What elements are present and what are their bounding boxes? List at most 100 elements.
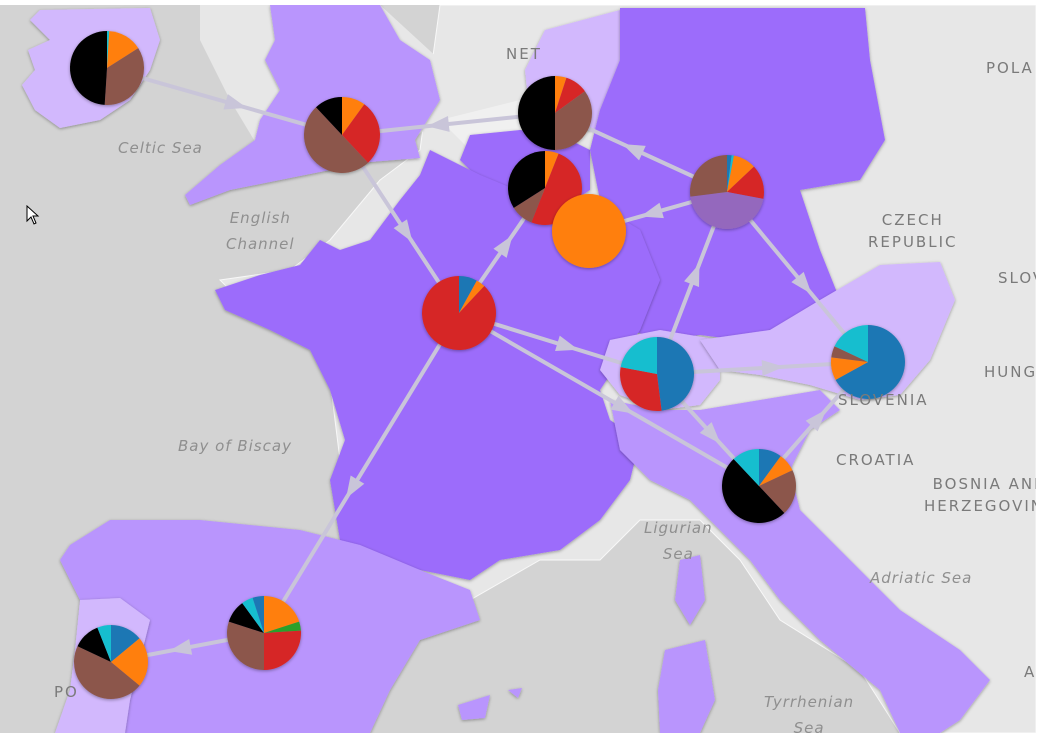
region-corsica [675,555,705,625]
pie-slice-orange [545,151,559,188]
flow-france-to-italy [458,311,760,488]
flow-arrowhead [684,263,700,288]
label-albania: A [1024,663,1036,681]
pie-slice-orange [759,456,793,486]
pie-slice-orange [459,280,485,313]
pie-slice-cyan [727,155,734,192]
pie-netherlands[interactable] [518,76,593,150]
pie-slice-cyan [834,325,868,362]
pie-slice-brown [227,621,264,670]
pie-italy[interactable] [722,449,796,523]
flow-line [458,311,760,488]
pie-slice-green [264,621,301,633]
label-bosnia: BOSNIA AND HERZEGOVINA [924,475,1036,515]
flow-arrowhead [761,360,785,377]
pie-slice-brown [759,470,796,513]
pie-france[interactable] [422,276,496,351]
pie-slice-red [422,276,496,351]
pie-slice-orange [831,357,868,380]
pie-slice-orange [107,31,139,68]
pie-slice-red [727,166,764,199]
pie-slice-blue [727,155,732,192]
flow-arrowhead [169,639,193,655]
pie-austria[interactable] [831,325,905,399]
pie-slice-blue [252,596,264,633]
pie-slice-brown [73,646,140,700]
flow-france-to-spain [262,311,461,635]
label-tyrrhenian-sea: Tyrrhenian Sea [764,693,855,733]
flow-arrowhead [610,395,634,414]
pie-portugal[interactable] [73,625,149,700]
label-slovakia: SLOV [998,269,1036,287]
flow-arrowhead [791,271,812,294]
pie-slice-brown [304,107,369,173]
pie-slice-black [70,31,107,105]
pie-slice-cyan [733,449,759,486]
label-slovenia: SLOVENIA [838,391,929,409]
label-netherlands: NET [506,45,542,63]
flow-ireland-to-uk [106,66,343,137]
flow-arrowhead [426,116,450,132]
flow-arrowhead [346,475,365,499]
pie-slice-cyan [242,597,264,633]
pie-slice-purple [690,192,764,229]
flow-line [106,66,343,137]
flow-arrowhead [493,235,513,258]
pie-slice-blue [657,337,695,411]
label-czech-republic: CZECH REPUBLIC [868,211,958,251]
pie-slice-black [722,459,785,523]
pie-slice-red [342,104,380,163]
mouse-cursor-icon [26,205,40,225]
pie-slice-orange [552,194,626,268]
pie-slice-blue [459,276,477,313]
pie-slice-orange [727,155,754,192]
pie-slice-red [264,630,302,670]
label-bay-of-biscay: Bay of Biscay [178,437,292,455]
pie-slice-brown [555,91,593,150]
pie-luxembourg[interactable] [552,194,626,268]
pie-slice-orange [111,638,149,686]
label-english-channel: English Channel [226,209,295,253]
region-uk [185,5,440,205]
pie-slice-black [315,97,342,135]
flow-line [262,311,461,635]
flow-arrowhead [393,219,413,243]
region-italy [610,390,990,733]
label-portugal: PO [54,683,79,701]
pie-slice-red [555,77,585,113]
label-croatia: CROATIA [836,451,916,469]
map-svg [22,5,1036,733]
label-adriatic-sea: Adriatic Sea [870,569,973,587]
flow-arrowhead [640,202,664,219]
pie-slice-black [228,603,264,633]
nodes-layer [70,31,905,700]
pie-slice-orange [264,596,300,633]
flow-arrowhead [699,422,721,444]
map-canvas[interactable]: Celtic Sea English Channel Bay of Biscay… [0,5,1036,733]
flow-arrowhead [805,409,827,432]
pie-slice-brown [690,154,727,197]
flow-arrowhead [555,335,579,351]
pie-slice-blue [111,625,140,662]
pie-slice-cyan [107,31,110,68]
pie-slice-black [77,627,111,662]
pie-slice-blue [759,449,781,486]
pie-spain[interactable] [227,596,302,670]
pie-switzerland[interactable] [620,337,695,411]
flow-arrowhead [622,143,646,161]
label-hungary: HUNGA [984,363,1036,381]
pie-slice-brown [104,48,144,105]
pie-ireland[interactable] [70,31,144,105]
pie-slice-black [518,76,555,150]
pie-slice-cyan [620,337,657,374]
flow-arrowhead [223,94,247,110]
pie-germany[interactable] [690,154,764,229]
label-poland: POLA [986,59,1034,77]
label-ligurian-sea: Ligurian Sea [644,519,713,563]
pie-slice-orange [555,76,567,113]
pie-slice-black [508,151,545,208]
region-islands [458,688,522,720]
pie-slice-blue [835,325,905,399]
pie-uk[interactable] [304,97,380,173]
label-celtic-sea: Celtic Sea [118,139,203,157]
